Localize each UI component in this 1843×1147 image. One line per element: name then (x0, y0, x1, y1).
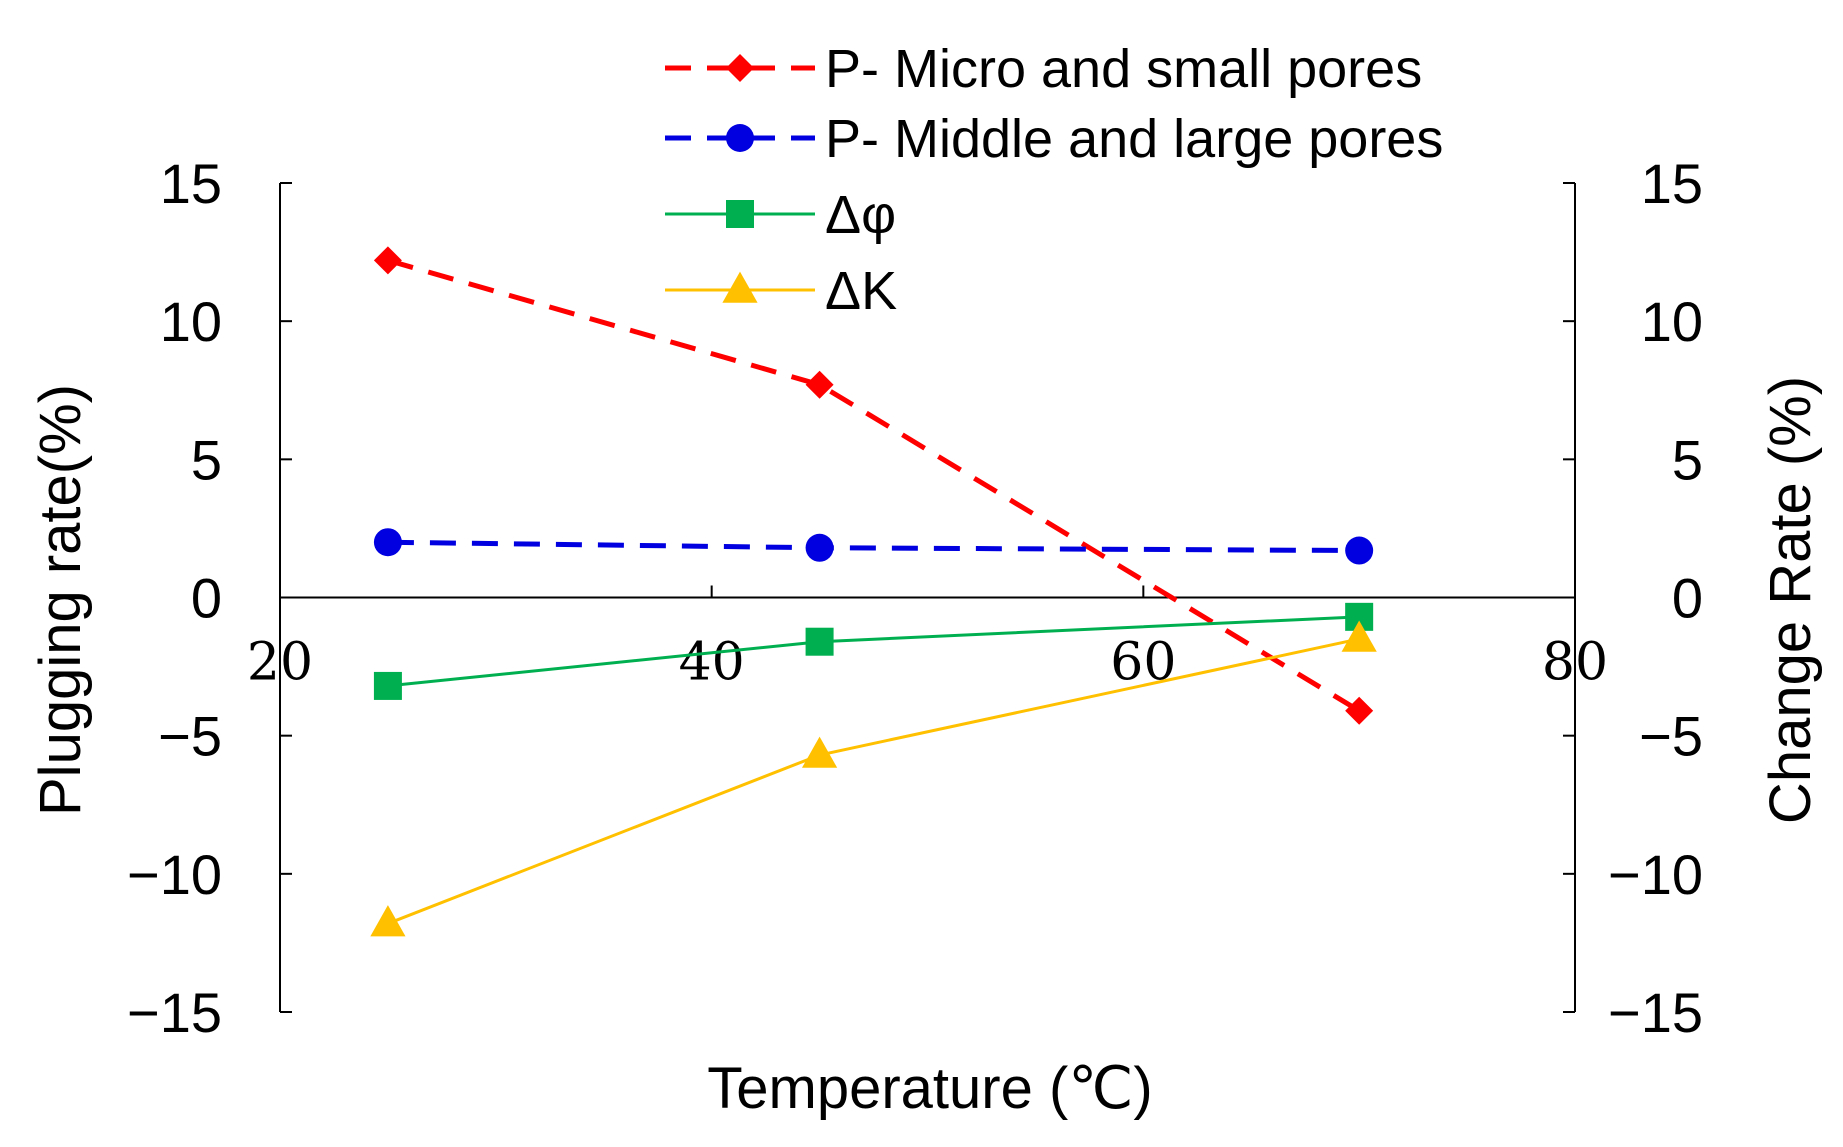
axes: 15 15 10 10 5 5 0 0 −5 −5 −10 −10 −15 −15 20 40 60 80 (127, 152, 1703, 1044)
legend-marker (726, 54, 754, 82)
x-tick-label: 20 (247, 633, 313, 693)
legend: P- Micro and small pores P- Middle and la… (665, 39, 1443, 321)
series-line (387, 257, 1361, 713)
y-tick-label-left: 5 (191, 428, 222, 491)
y-tick-label-right: 15 (1641, 152, 1703, 215)
y-tick-label-right: −15 (1608, 981, 1703, 1044)
x-tick-label: 60 (1110, 633, 1176, 693)
data-point (373, 671, 402, 700)
legend-marker (722, 271, 758, 303)
y-axis-title-right: Change Rate (%) (1758, 376, 1823, 824)
series-0 (373, 246, 1374, 725)
y-tick-label-left: −15 (127, 981, 222, 1044)
y-tick-label-right: −10 (1608, 843, 1703, 906)
series-line (387, 637, 1360, 925)
y-tick-label-left: −5 (158, 705, 222, 768)
y-tick-label-right: 10 (1641, 290, 1703, 353)
legend-entry-1: P- Middle and large pores (665, 109, 1443, 169)
series-2 (373, 602, 1374, 700)
series-line (387, 615, 1360, 688)
legend-entry-3: ΔK (665, 261, 897, 321)
y-tick-label-left: 0 (191, 567, 222, 630)
legend-label: P- Middle and large pores (825, 109, 1443, 169)
series-3 (370, 620, 1377, 937)
data-point (1345, 696, 1374, 725)
plot-area (370, 246, 1377, 937)
y-axis-title-left: Plugging rate(%) (28, 384, 93, 816)
y-tick-label-right: 0 (1672, 567, 1703, 630)
y-tick-label-right: 5 (1672, 428, 1703, 491)
x-axis-title: Temperature (℃) (707, 1056, 1152, 1121)
legend-label: Δφ (825, 185, 896, 245)
series-1 (373, 528, 1374, 565)
legend-label: ΔK (825, 261, 897, 321)
data-point (1345, 536, 1374, 565)
legend-label: P- Micro and small pores (825, 39, 1422, 99)
data-point (370, 905, 406, 937)
legend-marker (726, 124, 754, 152)
data-point (805, 627, 834, 656)
y-tick-label-right: −5 (1639, 705, 1703, 768)
data-point (801, 736, 838, 768)
data-point (1341, 620, 1377, 652)
x-tick-label: 80 (1542, 633, 1608, 693)
legend-entry-0: P- Micro and small pores (665, 39, 1422, 99)
series-line (387, 539, 1360, 554)
legend-entry-2: Δφ (665, 185, 896, 245)
data-point (373, 246, 402, 275)
data-point (805, 533, 834, 562)
y-tick-label-left: 15 (160, 152, 222, 215)
data-point (805, 370, 834, 399)
data-point (373, 528, 402, 557)
y-tick-label-left: −10 (127, 843, 222, 906)
x-tick-label: 40 (679, 633, 745, 693)
legend-marker (726, 200, 754, 228)
y-tick-label-left: 10 (160, 290, 222, 353)
